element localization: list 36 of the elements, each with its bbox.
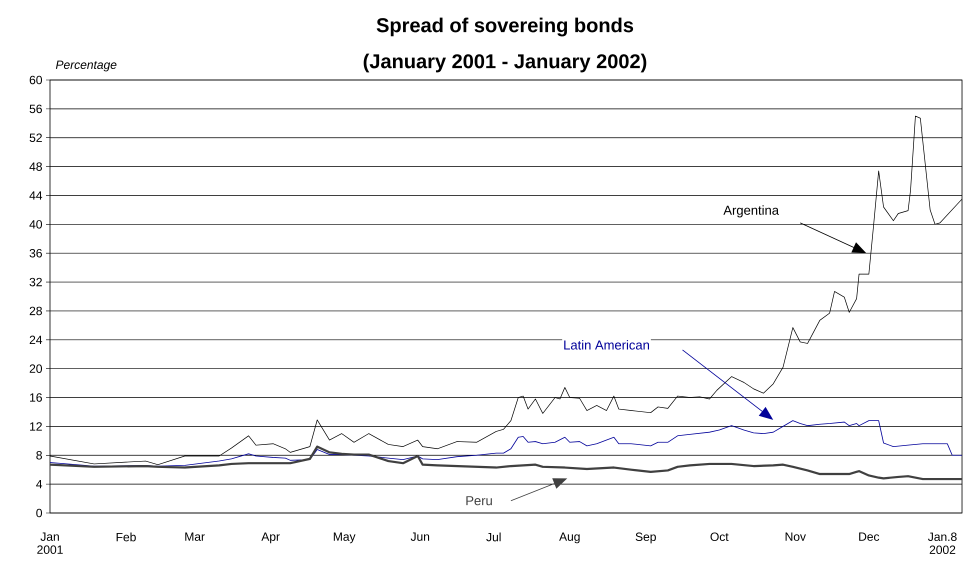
x-tick-label: Jan.8 2002	[928, 532, 957, 554]
text: Argentina	[723, 205, 779, 218]
x-tick-label: Nov	[786, 532, 806, 541]
x-tick-label: Feb	[116, 532, 136, 542]
y-tick-label: 52	[30, 133, 42, 142]
text: Latin American	[564, 340, 650, 350]
y-tick-label: 0	[36, 508, 42, 518]
x-tick-label: Jul	[486, 532, 501, 542]
y-tick-label: 4	[36, 480, 42, 488]
y-tick-label: 56	[30, 104, 42, 114]
y-tick-label: 24	[30, 336, 42, 344]
x-tick-label: May	[334, 532, 356, 544]
y-tick-label: 36	[30, 248, 42, 258]
y-tick-label: 32	[30, 278, 42, 286]
x-tick-label: Sep	[636, 532, 656, 544]
x-tick-label: Jun	[410, 532, 430, 541]
legend-label: Peru	[466, 496, 492, 506]
x-tick-label: Mar	[185, 532, 205, 541]
y-tick-label: 8	[36, 451, 42, 460]
y-tick-label: 44	[29, 191, 42, 200]
y-axis-title: Percentage	[56, 60, 116, 72]
y-tick-label: 20	[30, 364, 42, 373]
x-tick-label: Oct	[710, 532, 729, 542]
y-tick-label: 48	[29, 162, 42, 171]
y-tick-label: 40	[29, 220, 42, 229]
x-tick-label: Aug	[559, 532, 580, 544]
y-tick-label: 16	[30, 393, 42, 402]
x-tick-label: Jan 2001	[37, 532, 63, 554]
y-tick-label: 28	[30, 306, 42, 316]
x-tick-label: Dec	[859, 532, 880, 541]
line-series	[50, 420, 962, 466]
chart-subtitle: (January 2001 - January 2002)	[364, 54, 646, 72]
y-tick-label: 12	[30, 422, 42, 431]
x-tick-label: Apr	[261, 532, 280, 544]
chart-title: Spread of sovereing bonds	[376, 18, 634, 36]
y-tick-label: 60	[30, 76, 42, 84]
